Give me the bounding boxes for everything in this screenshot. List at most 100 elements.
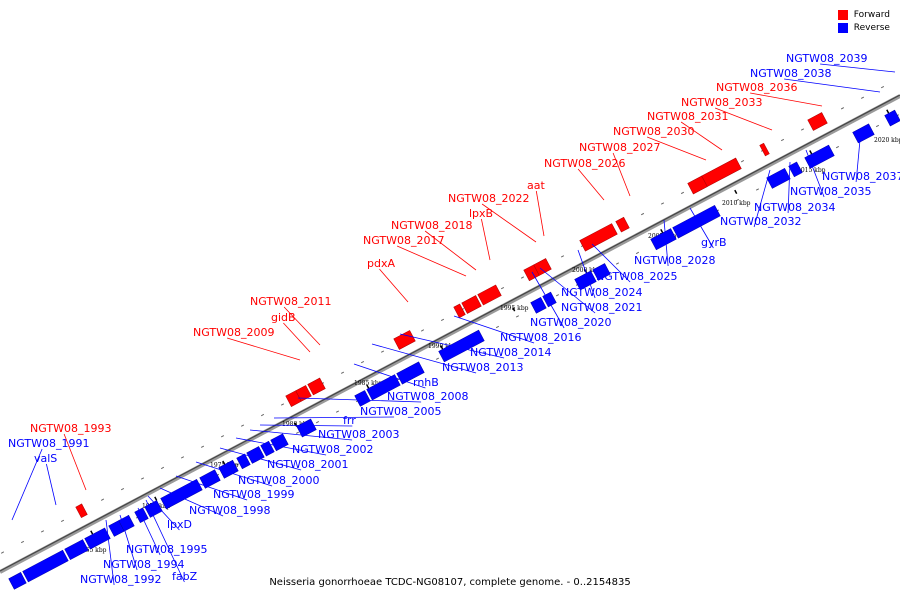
reverse-gene [246,446,265,464]
reverse-minor-tick [615,262,620,265]
scale-tick-label: 1995 kbp [500,305,529,312]
gene-label: NGTW08_2032 [720,215,801,228]
scale-tick-label: 1965 kbp [78,547,107,554]
axis-line [0,94,900,572]
reverse-gene-block [84,527,111,550]
gene-leader-line [46,463,57,506]
scale-tick-label: 2000 kbp [572,267,601,274]
reverse-gene-block [296,418,317,438]
reverse-gene [438,329,485,363]
scale-tick-mark [734,189,738,195]
gene-label: NGTW08_2018 [391,219,472,232]
reverse-gene-block [270,433,289,452]
scale-tick-mark [294,422,298,427]
gene-leader-line [689,207,714,249]
scale-tick-mark [886,109,890,114]
forward-minor-tick [640,212,645,216]
gene-leader-line [137,507,161,556]
reverse-gene [118,514,135,532]
gene-leader-line [646,136,707,161]
reverse-gene [530,297,547,314]
gene-leader-line [283,306,321,346]
axis-shadow [0,94,900,574]
forward-minor-tick [560,255,565,258]
gene-leader-line [855,139,861,183]
gene-leader-line [259,424,353,427]
gene-label: NGTW08_2037 [822,170,900,183]
reverse-minor-tick [315,421,320,424]
reverse-minor-tick [335,410,340,413]
gene-leader-line [535,190,545,237]
gene-label: rnhB [413,376,439,389]
gene-leader-line [235,437,327,456]
gene-leader-line [787,161,791,214]
gene-label: NGTW08_2009 [193,326,274,339]
forward-minor-tick [280,403,285,406]
gene-label: NGTW08_2017 [363,234,444,247]
gene-leader-line [531,271,565,329]
reverse-gene-block [199,469,221,489]
gene-leader-line [612,152,631,197]
forward-minor-tick [360,361,365,364]
reverse-minor-tick [835,146,840,149]
reverse-gene [804,144,835,169]
reverse-gene-block [144,500,163,518]
gene-label: NGTW08_1999 [213,488,294,501]
reverse-gene-block [574,270,597,291]
forward-minor-tick [380,350,385,353]
forward-minor-tick [260,413,265,417]
gene-label: NGTW08_2008 [387,390,468,403]
gene-leader-line [750,92,823,107]
forward-gene [461,295,482,314]
reverse-gene-block [650,228,677,251]
gene-leader-line [175,475,248,501]
gene-leader-line [396,245,467,277]
forward-minor-tick [240,424,245,427]
gene-leader-line [353,363,426,389]
reverse-gene [64,539,89,561]
forward-minor-tick [440,318,445,321]
reverse-gene [672,204,721,239]
forward-gene [75,503,88,519]
gene-leader-line [283,322,311,353]
gene-label: NGTW08_2000 [238,474,319,487]
gene-label: NGTW08_1998 [189,504,270,517]
gene-label: NGTW08_2030 [613,125,694,138]
reverse-gene-block [884,109,900,127]
reverse-minor-tick [875,124,880,128]
forward-minor-tick [140,477,145,480]
gene-label: NGTW08_2021 [561,301,642,314]
gene-leader-line [379,268,409,303]
reverse-gene [852,123,875,144]
gene-label: NGTW08_2028 [634,254,715,267]
reverse-gene-block [160,478,203,510]
gene-label: NGTW08_2001 [267,458,348,471]
reverse-gene [884,109,900,127]
reverse-gene [199,469,221,489]
scale-tick-label: 2010 kbp [722,200,751,207]
forward-minor-tick [500,286,505,290]
gene-label: NGTW08_2035 [790,185,871,198]
forward-minor-tick [220,435,225,438]
forward-minor-tick [840,107,845,110]
gene-leader-line [297,397,422,403]
reverse-gene [270,433,289,452]
reverse-minor-tick [495,325,500,329]
forward-minor-tick [800,128,805,131]
reverse-gene-block [354,390,371,407]
gene-leader-line [226,337,301,361]
gene-leader-line [11,448,43,521]
forward-gene-block [579,223,618,252]
gene-label: valS [34,452,57,465]
scale-tick-mark [512,307,516,312]
forward-gene [477,284,502,306]
scale-tick-label: 2020 kbp [874,137,900,144]
gene-leader-line [159,487,224,517]
gene-leader-line [663,219,669,267]
gene-leader-line [119,514,138,571]
reverse-minor-tick [435,357,440,360]
gene-leader-line [481,218,491,261]
gene-label: gidB [271,311,296,324]
reverse-gene-block [592,263,611,281]
gene-label: NGTW08_2026 [544,157,625,170]
